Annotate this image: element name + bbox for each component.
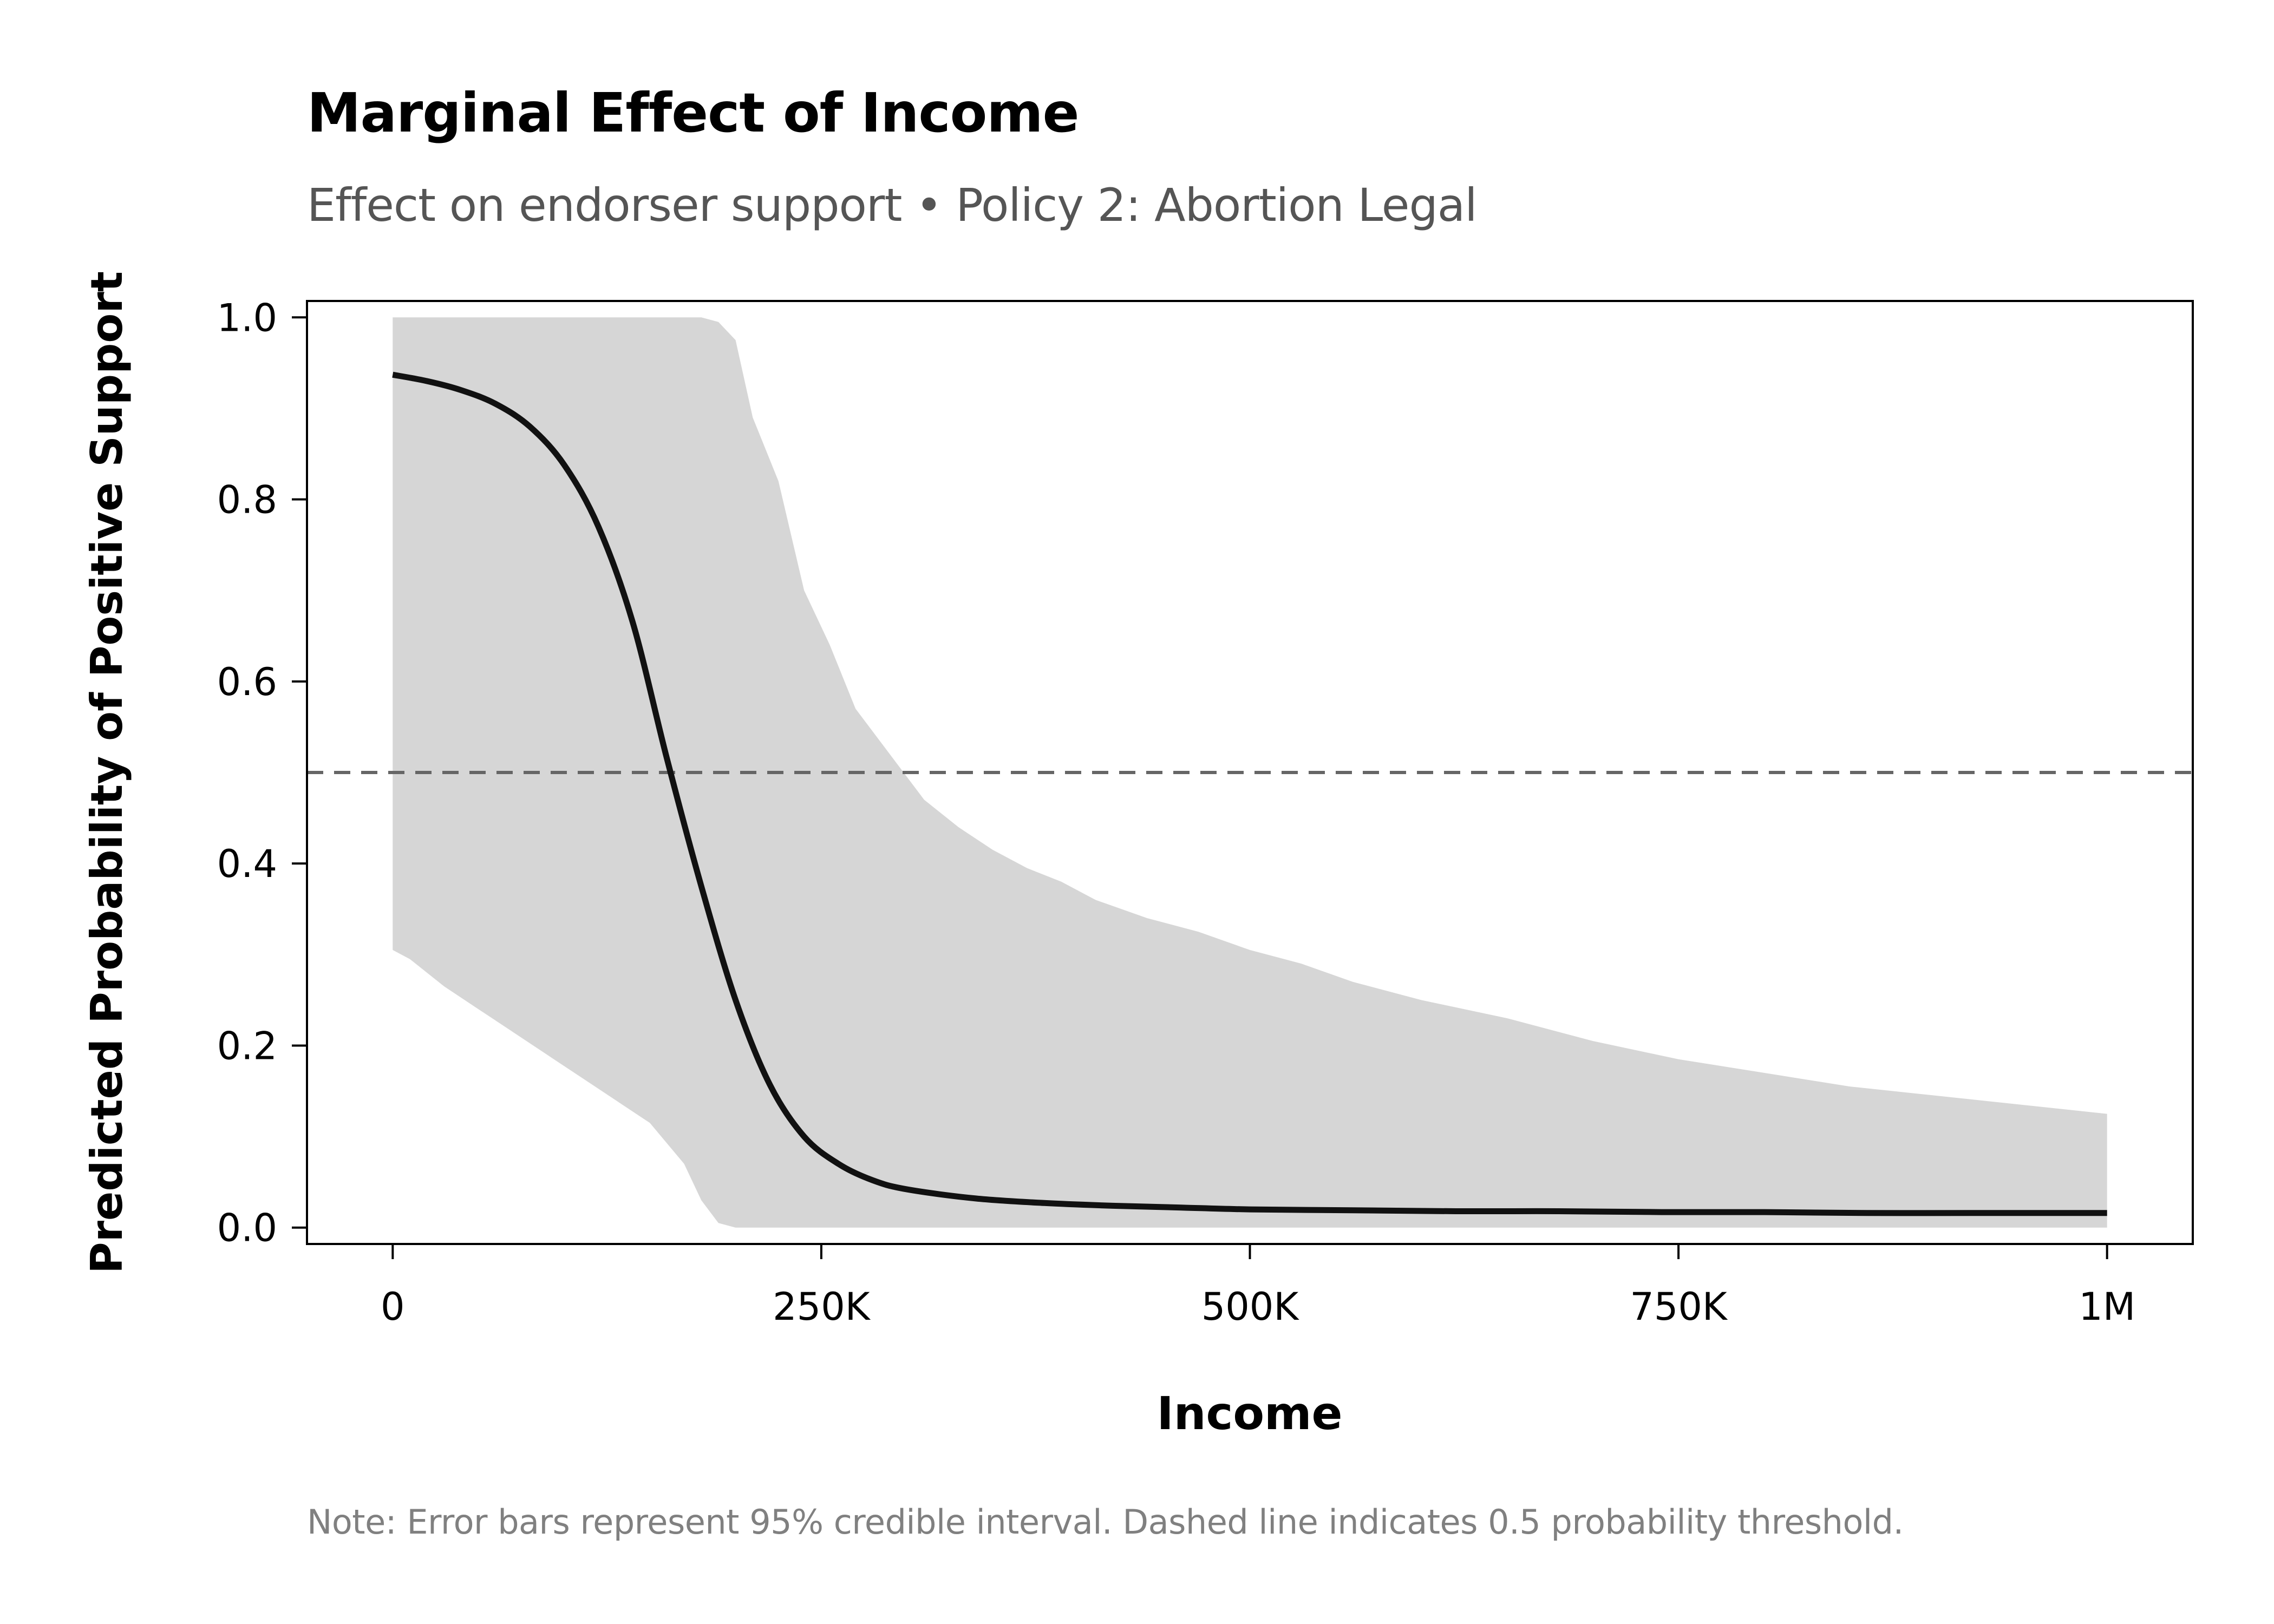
x-tick-label: 750K bbox=[1630, 1285, 1728, 1329]
x-tick-label: 1M bbox=[2079, 1285, 2135, 1329]
x-axis-title: Income bbox=[1156, 1387, 1342, 1440]
y-tick-label: 0.6 bbox=[217, 660, 277, 704]
x-tick-label: 500K bbox=[1201, 1285, 1300, 1329]
credible-interval-band bbox=[393, 317, 2107, 1228]
chart-note: Note: Error bars represent 95% credible … bbox=[307, 1502, 1904, 1542]
chart-title: Marginal Effect of Income bbox=[307, 81, 1079, 145]
y-axis-title: Predicted Probability of Positive Suppor… bbox=[82, 271, 132, 1274]
predicted-probability-line bbox=[392, 371, 2107, 1216]
y-tick-label: 1.0 bbox=[217, 296, 277, 340]
y-tick-label: 0.8 bbox=[217, 478, 277, 522]
chart-subtitle: Effect on endorser support • Policy 2: A… bbox=[307, 179, 1478, 232]
y-tick-label: 0.2 bbox=[217, 1024, 277, 1068]
x-tick-label: 0 bbox=[381, 1285, 405, 1329]
y-tick-label: 0.0 bbox=[217, 1206, 277, 1250]
y-tick-label: 0.4 bbox=[217, 842, 277, 886]
x-tick-label: 250K bbox=[773, 1285, 871, 1329]
